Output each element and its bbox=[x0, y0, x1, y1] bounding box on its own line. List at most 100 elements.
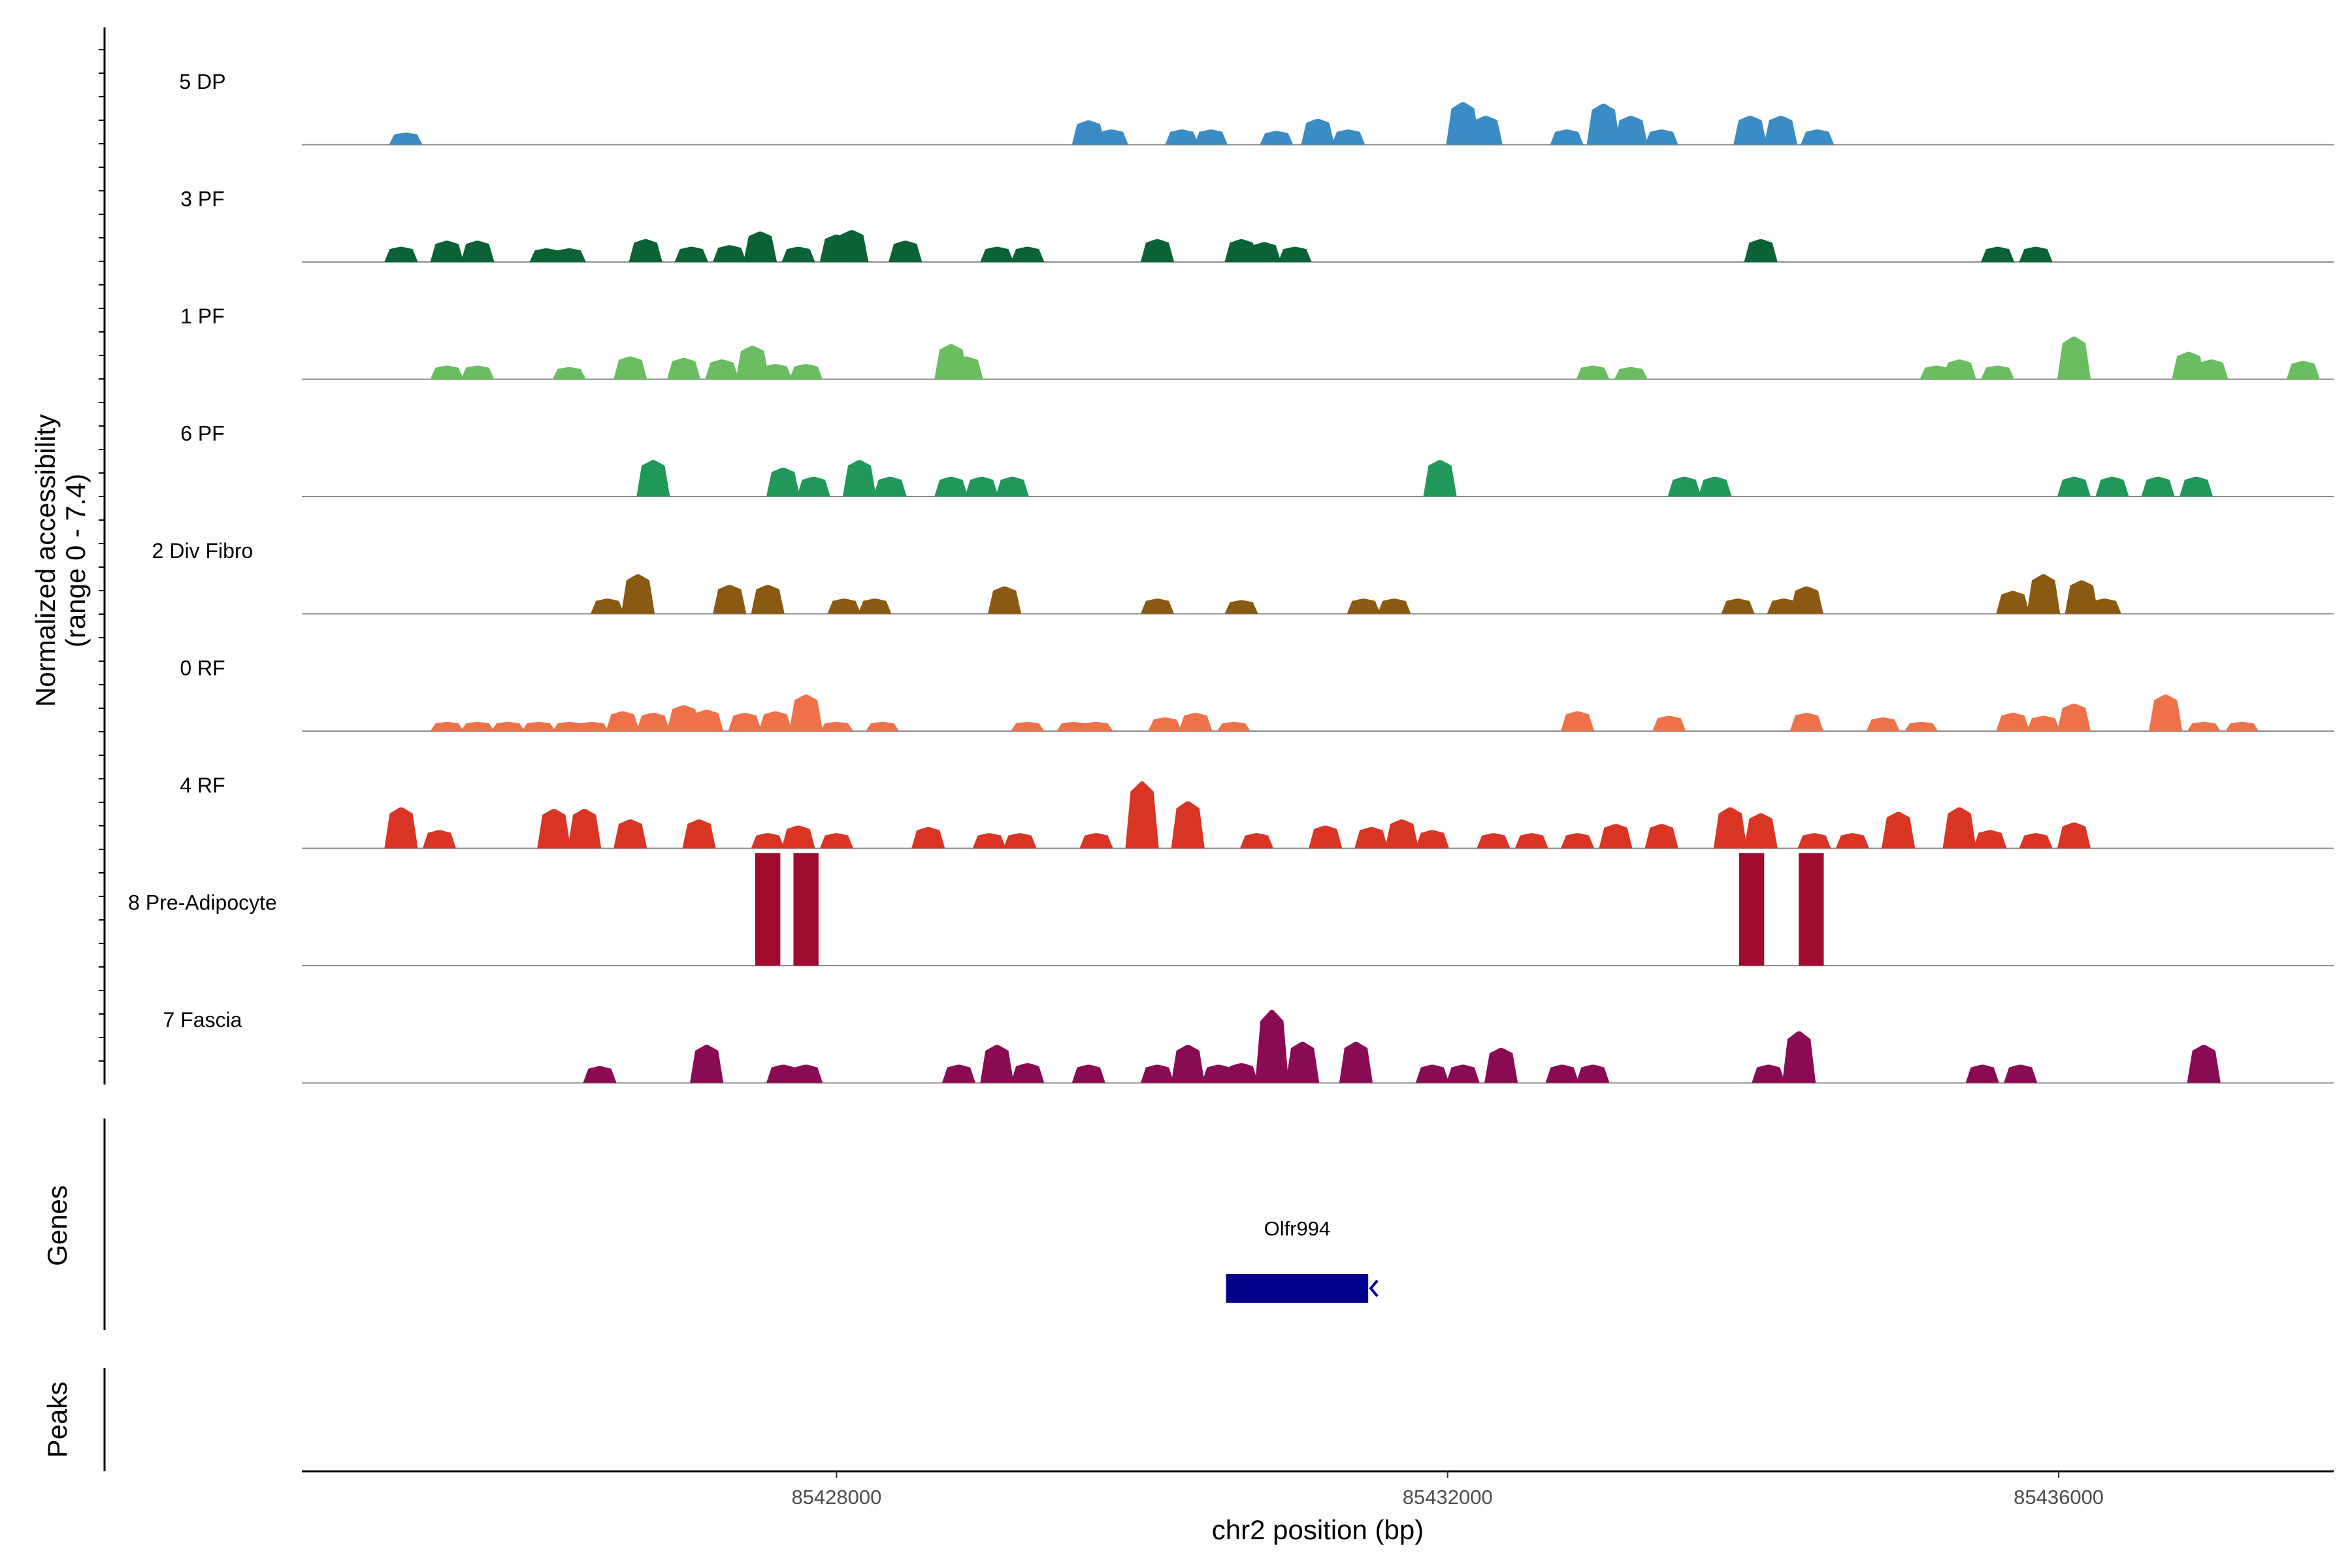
coverage-peak bbox=[1514, 833, 1548, 849]
track: 1 PF bbox=[180, 304, 2334, 380]
coverage-peak bbox=[384, 807, 418, 849]
coverage-peak bbox=[2019, 246, 2053, 262]
coverage-peak bbox=[613, 356, 647, 380]
coverage-peak bbox=[819, 722, 854, 731]
coverage-peak bbox=[964, 476, 999, 497]
coverage-peak bbox=[2004, 1064, 2038, 1083]
coverage-peak bbox=[690, 1045, 724, 1083]
coverage-peak bbox=[781, 246, 815, 262]
coverage-peak bbox=[384, 246, 418, 262]
coverage-peak bbox=[1797, 833, 1831, 849]
x-axis-tick-label: 85432000 bbox=[1403, 1486, 1493, 1509]
coverage-peak bbox=[1011, 246, 1045, 262]
coverage-peak bbox=[995, 476, 1029, 497]
coverage-peak bbox=[766, 467, 800, 497]
track: 3 PF bbox=[180, 188, 2334, 263]
coverage-peak bbox=[591, 598, 625, 614]
coverage-peak bbox=[1644, 824, 1678, 849]
coverage-peak bbox=[2187, 1045, 2221, 1083]
track-label: 1 PF bbox=[180, 304, 225, 328]
coverage-peak bbox=[1255, 1009, 1289, 1083]
coverage-peak bbox=[1094, 129, 1128, 145]
coverage-peak bbox=[1224, 1063, 1258, 1083]
coverage-peak bbox=[1996, 713, 2030, 731]
coverage-peak bbox=[1286, 1041, 1320, 1083]
coverage-peak bbox=[1980, 246, 2015, 262]
coverage-peak bbox=[1835, 833, 1870, 849]
coverage-peak bbox=[1011, 1063, 1045, 1083]
coverage-peak bbox=[1309, 825, 1343, 849]
coverage-peak bbox=[430, 240, 464, 262]
coverage-peak bbox=[1415, 830, 1449, 849]
coverage-tracks: 5 DP 3 PF 1 PF 6 PF 2 Div Fibro 0 RF 4 RF 8 Pre… bbox=[128, 70, 2334, 1084]
coverage-peak bbox=[865, 722, 900, 731]
coverage-peak bbox=[793, 853, 819, 966]
coverage-peak bbox=[606, 711, 640, 731]
coverage-peak bbox=[1942, 359, 1976, 380]
coverage-peak bbox=[1789, 713, 1823, 731]
coverage-peak bbox=[2057, 704, 2091, 731]
coverage-peak bbox=[1377, 598, 1411, 614]
coverage-peak bbox=[1423, 460, 1457, 497]
coverage-peak bbox=[819, 833, 854, 849]
coverage-peak bbox=[789, 1064, 823, 1083]
coverage-peak bbox=[728, 713, 762, 731]
coverage-peak bbox=[1866, 717, 1900, 731]
track: 5 DP bbox=[179, 70, 2334, 146]
coverage-peak bbox=[636, 460, 670, 497]
y-axis-title: Normalized accessibility bbox=[30, 414, 61, 707]
coverage-peak bbox=[1744, 813, 1778, 849]
coverage-peak bbox=[759, 364, 792, 380]
coverage-peak bbox=[2149, 694, 2183, 731]
coverage-peak bbox=[1011, 722, 1045, 731]
coverage-peak bbox=[1586, 103, 1620, 145]
coverage-peak bbox=[1071, 1064, 1105, 1083]
coverage-peak bbox=[835, 230, 869, 262]
coverage-peak bbox=[1339, 1041, 1373, 1083]
coverage-peak bbox=[1125, 781, 1159, 849]
coverage-peak bbox=[1560, 711, 1595, 731]
coverage-peak bbox=[842, 460, 877, 497]
track-label: 0 RF bbox=[180, 657, 225, 680]
coverage-peak bbox=[461, 240, 495, 262]
coverage-peak bbox=[552, 367, 586, 380]
coverage-peak bbox=[980, 1045, 1014, 1083]
coverage-peak bbox=[389, 132, 423, 145]
coverage-peak bbox=[751, 585, 785, 614]
track-label: 7 Fascia bbox=[163, 1008, 242, 1032]
coverage-peak bbox=[1980, 365, 2015, 380]
coverage-peak bbox=[1165, 129, 1199, 145]
coverage-peak bbox=[461, 365, 495, 380]
track: 6 PF bbox=[180, 422, 2334, 497]
coverage-peak bbox=[751, 833, 785, 849]
coverage-peak bbox=[1965, 1064, 1999, 1083]
y-axis-subtitle: (range 0 - 7.4) bbox=[60, 474, 91, 647]
coverage-peak bbox=[1576, 365, 1610, 380]
coverage-peak bbox=[2057, 822, 2091, 849]
coverage-peak bbox=[1881, 811, 1916, 849]
coverage-peak bbox=[1782, 1031, 1816, 1083]
coverage-peak bbox=[1446, 1064, 1480, 1083]
coverage-peak bbox=[1550, 129, 1584, 145]
x-axis-tick-label: 85436000 bbox=[2014, 1486, 2104, 1509]
coverage-peak bbox=[1667, 476, 1701, 497]
coverage-peak bbox=[1354, 826, 1388, 849]
coverage-peak bbox=[567, 809, 602, 849]
x-axis-ticks: 85428000 85432000 85436000 bbox=[791, 1471, 2104, 1509]
coverage-peak bbox=[2187, 722, 2221, 731]
coverage-peak bbox=[1739, 853, 1765, 966]
track-label: 6 PF bbox=[180, 422, 225, 446]
coverage-peak bbox=[1614, 367, 1648, 380]
coverage-peak bbox=[1789, 586, 1823, 614]
coverage-peak bbox=[1576, 1064, 1610, 1083]
coverage-peak bbox=[430, 722, 464, 731]
track-label: 5 DP bbox=[179, 70, 225, 93]
coverage-peak bbox=[629, 239, 662, 262]
coverage-peak bbox=[1644, 129, 1678, 145]
track: 7 Fascia bbox=[163, 1008, 2334, 1084]
coverage-peak bbox=[1331, 129, 1365, 145]
coverage-peak bbox=[2141, 476, 2175, 497]
coverage-peak bbox=[781, 825, 815, 849]
coverage-peak bbox=[674, 246, 708, 262]
coverage-peak bbox=[1071, 120, 1105, 145]
